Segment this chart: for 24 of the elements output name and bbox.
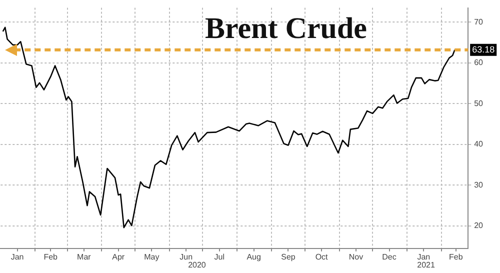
chart-title: Brent Crude: [205, 12, 367, 46]
text: 2020: [188, 260, 206, 270]
x-tick-label: May: [144, 252, 160, 262]
y-tick-label: 40: [474, 140, 484, 149]
x-tick-label: Apr: [112, 252, 125, 262]
x-tick-label: Jan: [417, 252, 430, 262]
x-tick-label: Jul: [214, 252, 225, 262]
x-tick-label: Dec: [382, 252, 396, 262]
y-tick-label: 60: [474, 58, 484, 68]
x-tick-label: Sep: [281, 252, 296, 262]
x-tick-label: Feb: [448, 252, 464, 262]
x-tick-label: Feb: [44, 252, 58, 262]
x-tick-label: Nov: [348, 252, 364, 262]
x-tick-label: Oct: [315, 252, 329, 262]
y-tick-label: 20: [474, 221, 484, 230]
x-tick-label: Jan: [10, 252, 24, 262]
x-tick-label: Jun: [180, 252, 193, 262]
y-tick-label: 30: [474, 180, 484, 190]
text: 2021: [417, 260, 436, 270]
y-tick-label: 50: [474, 98, 484, 108]
x-tick-label: Aug: [246, 252, 261, 262]
y-tick-label: 70: [474, 17, 484, 26]
ref-line-label: 63.18: [472, 44, 495, 54]
x-tick-label: Mar: [77, 252, 92, 262]
